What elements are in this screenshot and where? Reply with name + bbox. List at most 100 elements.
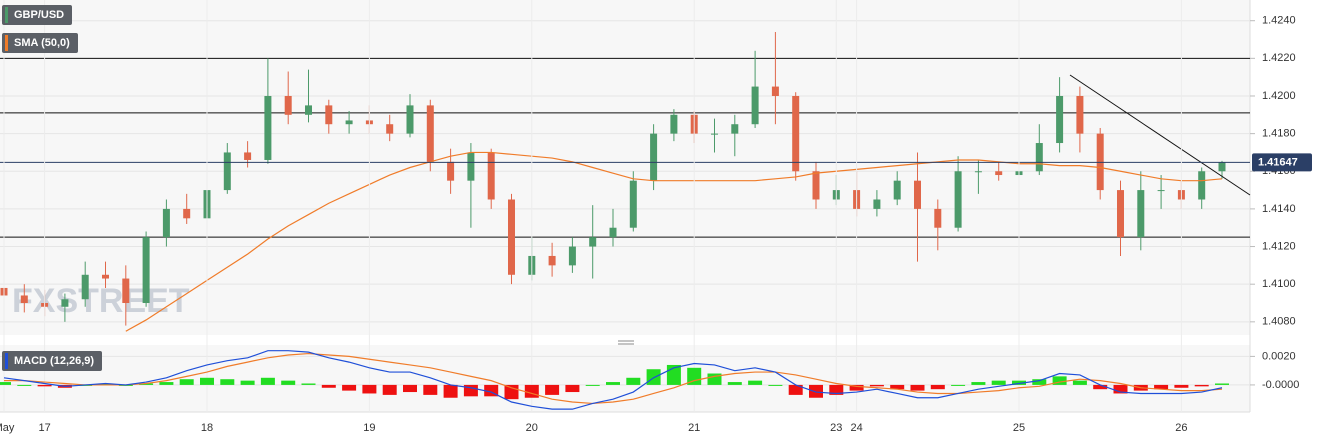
- candle-body: [345, 120, 353, 125]
- x-tick-label: 17: [38, 422, 50, 434]
- histogram-bar: [321, 384, 336, 388]
- candle-body: [447, 161, 455, 181]
- histogram-bar: [930, 384, 945, 390]
- histogram-bar: [159, 382, 174, 385]
- histogram-bar: [1052, 376, 1067, 385]
- histogram-bar: [220, 379, 235, 385]
- candle-body: [670, 114, 678, 134]
- legend-entry: MACD (12,26,9): [2, 351, 103, 371]
- candle-body: [1218, 162, 1226, 172]
- y-tick-label: 1.4240: [1262, 15, 1296, 27]
- y-tick-label: 1.4100: [1262, 278, 1296, 290]
- candle-body: [142, 237, 150, 304]
- x-tick-label: 18: [201, 422, 213, 434]
- x-tick-label: 23: [830, 422, 842, 434]
- candle-body: [467, 152, 475, 181]
- histogram-bar: [362, 384, 377, 394]
- histogram-bar: [829, 384, 844, 395]
- histogram-bar: [484, 384, 499, 397]
- sma-line: [125, 151, 1223, 332]
- histogram-bar: [1093, 384, 1108, 390]
- candle-body: [792, 95, 800, 172]
- candle-body: [406, 105, 414, 134]
- histogram-bar: [991, 380, 1006, 385]
- histogram-bar: [585, 384, 600, 386]
- histogram-bar: [646, 369, 661, 385]
- histogram-bar: [687, 367, 702, 385]
- signal-line: [4, 352, 1223, 405]
- candle-body: [1076, 95, 1084, 134]
- histogram-bar: [1154, 384, 1169, 390]
- y-tick-label: 1.4080: [1262, 316, 1296, 328]
- candle-body: [954, 171, 962, 228]
- histogram-bar: [626, 377, 641, 385]
- trend-line: [1069, 74, 1251, 196]
- candle-body: [589, 237, 597, 247]
- candle-body: [995, 171, 1003, 176]
- y-tick-label: 1.4140: [1262, 203, 1296, 215]
- candle-body: [1056, 95, 1064, 144]
- histogram-bar: [423, 384, 438, 395]
- histogram-bar: [443, 384, 458, 398]
- candle-body: [934, 208, 942, 228]
- histogram-bar: [98, 383, 113, 385]
- candle-body: [873, 199, 881, 209]
- histogram-bar: [748, 380, 763, 385]
- candle-body: [305, 105, 312, 115]
- histogram-bar: [1215, 383, 1229, 385]
- candle-body: [122, 278, 130, 304]
- histogram-bar: [37, 384, 52, 387]
- histogram-bar: [849, 384, 864, 391]
- histogram-bar: [260, 377, 275, 385]
- last-price-box: [1252, 153, 1312, 172]
- candle-body: [20, 295, 28, 304]
- histogram-bar: [139, 383, 154, 385]
- histogram-bar: [951, 384, 966, 386]
- candle-body: [771, 86, 779, 96]
- candle-body: [264, 95, 272, 160]
- candle-body: [568, 246, 576, 266]
- x-tick-label: May: [0, 422, 15, 434]
- candle-body: [548, 255, 556, 266]
- x-tick-label: 24: [850, 422, 862, 434]
- histogram-bar: [606, 382, 620, 385]
- candle-body: [81, 274, 89, 300]
- y-tick-label: 1.4220: [1262, 52, 1296, 64]
- histogram-bar: [788, 384, 803, 395]
- candle-body: [650, 133, 658, 181]
- candle-body: [223, 152, 231, 191]
- candle-body: [812, 171, 820, 200]
- histogram-bar: [1012, 380, 1026, 385]
- histogram-bar: [1174, 384, 1189, 388]
- candle-body: [629, 180, 637, 228]
- candle-body: [751, 86, 759, 125]
- y-tick-label: 1.4120: [1262, 240, 1296, 252]
- x-tick-label: 21: [688, 422, 700, 434]
- last-price-label: 1.41647: [1258, 156, 1298, 168]
- candle-body: [1035, 143, 1043, 172]
- candle-body: [508, 199, 515, 275]
- histogram-bar: [707, 373, 722, 385]
- histogram-bar: [727, 382, 742, 385]
- candle-body: [711, 133, 718, 135]
- y-tick-label: 1.4180: [1262, 128, 1296, 140]
- y-tick-label: 0.0020: [1262, 350, 1296, 362]
- x-tick-label: 26: [1175, 422, 1187, 434]
- candle-body: [244, 152, 252, 160]
- histogram-bar: [0, 382, 11, 385]
- histogram-bar: [1032, 379, 1047, 385]
- histogram-bar: [281, 380, 296, 385]
- x-tick-label: 19: [363, 422, 375, 434]
- histogram-bar: [200, 377, 214, 385]
- candle-body: [487, 152, 495, 200]
- candle-body: [426, 105, 434, 162]
- histogram-bar: [809, 384, 823, 398]
- histogram-bar: [545, 384, 560, 395]
- histogram-bar: [301, 383, 316, 385]
- histogram-bar: [869, 384, 884, 387]
- histogram-bar: [382, 384, 397, 395]
- candle-body: [974, 171, 982, 173]
- histogram-bar: [403, 384, 417, 393]
